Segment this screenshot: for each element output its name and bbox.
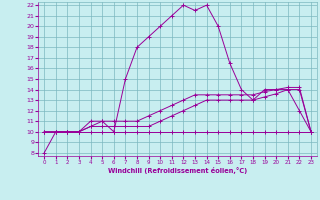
X-axis label: Windchill (Refroidissement éolien,°C): Windchill (Refroidissement éolien,°C) <box>108 167 247 174</box>
